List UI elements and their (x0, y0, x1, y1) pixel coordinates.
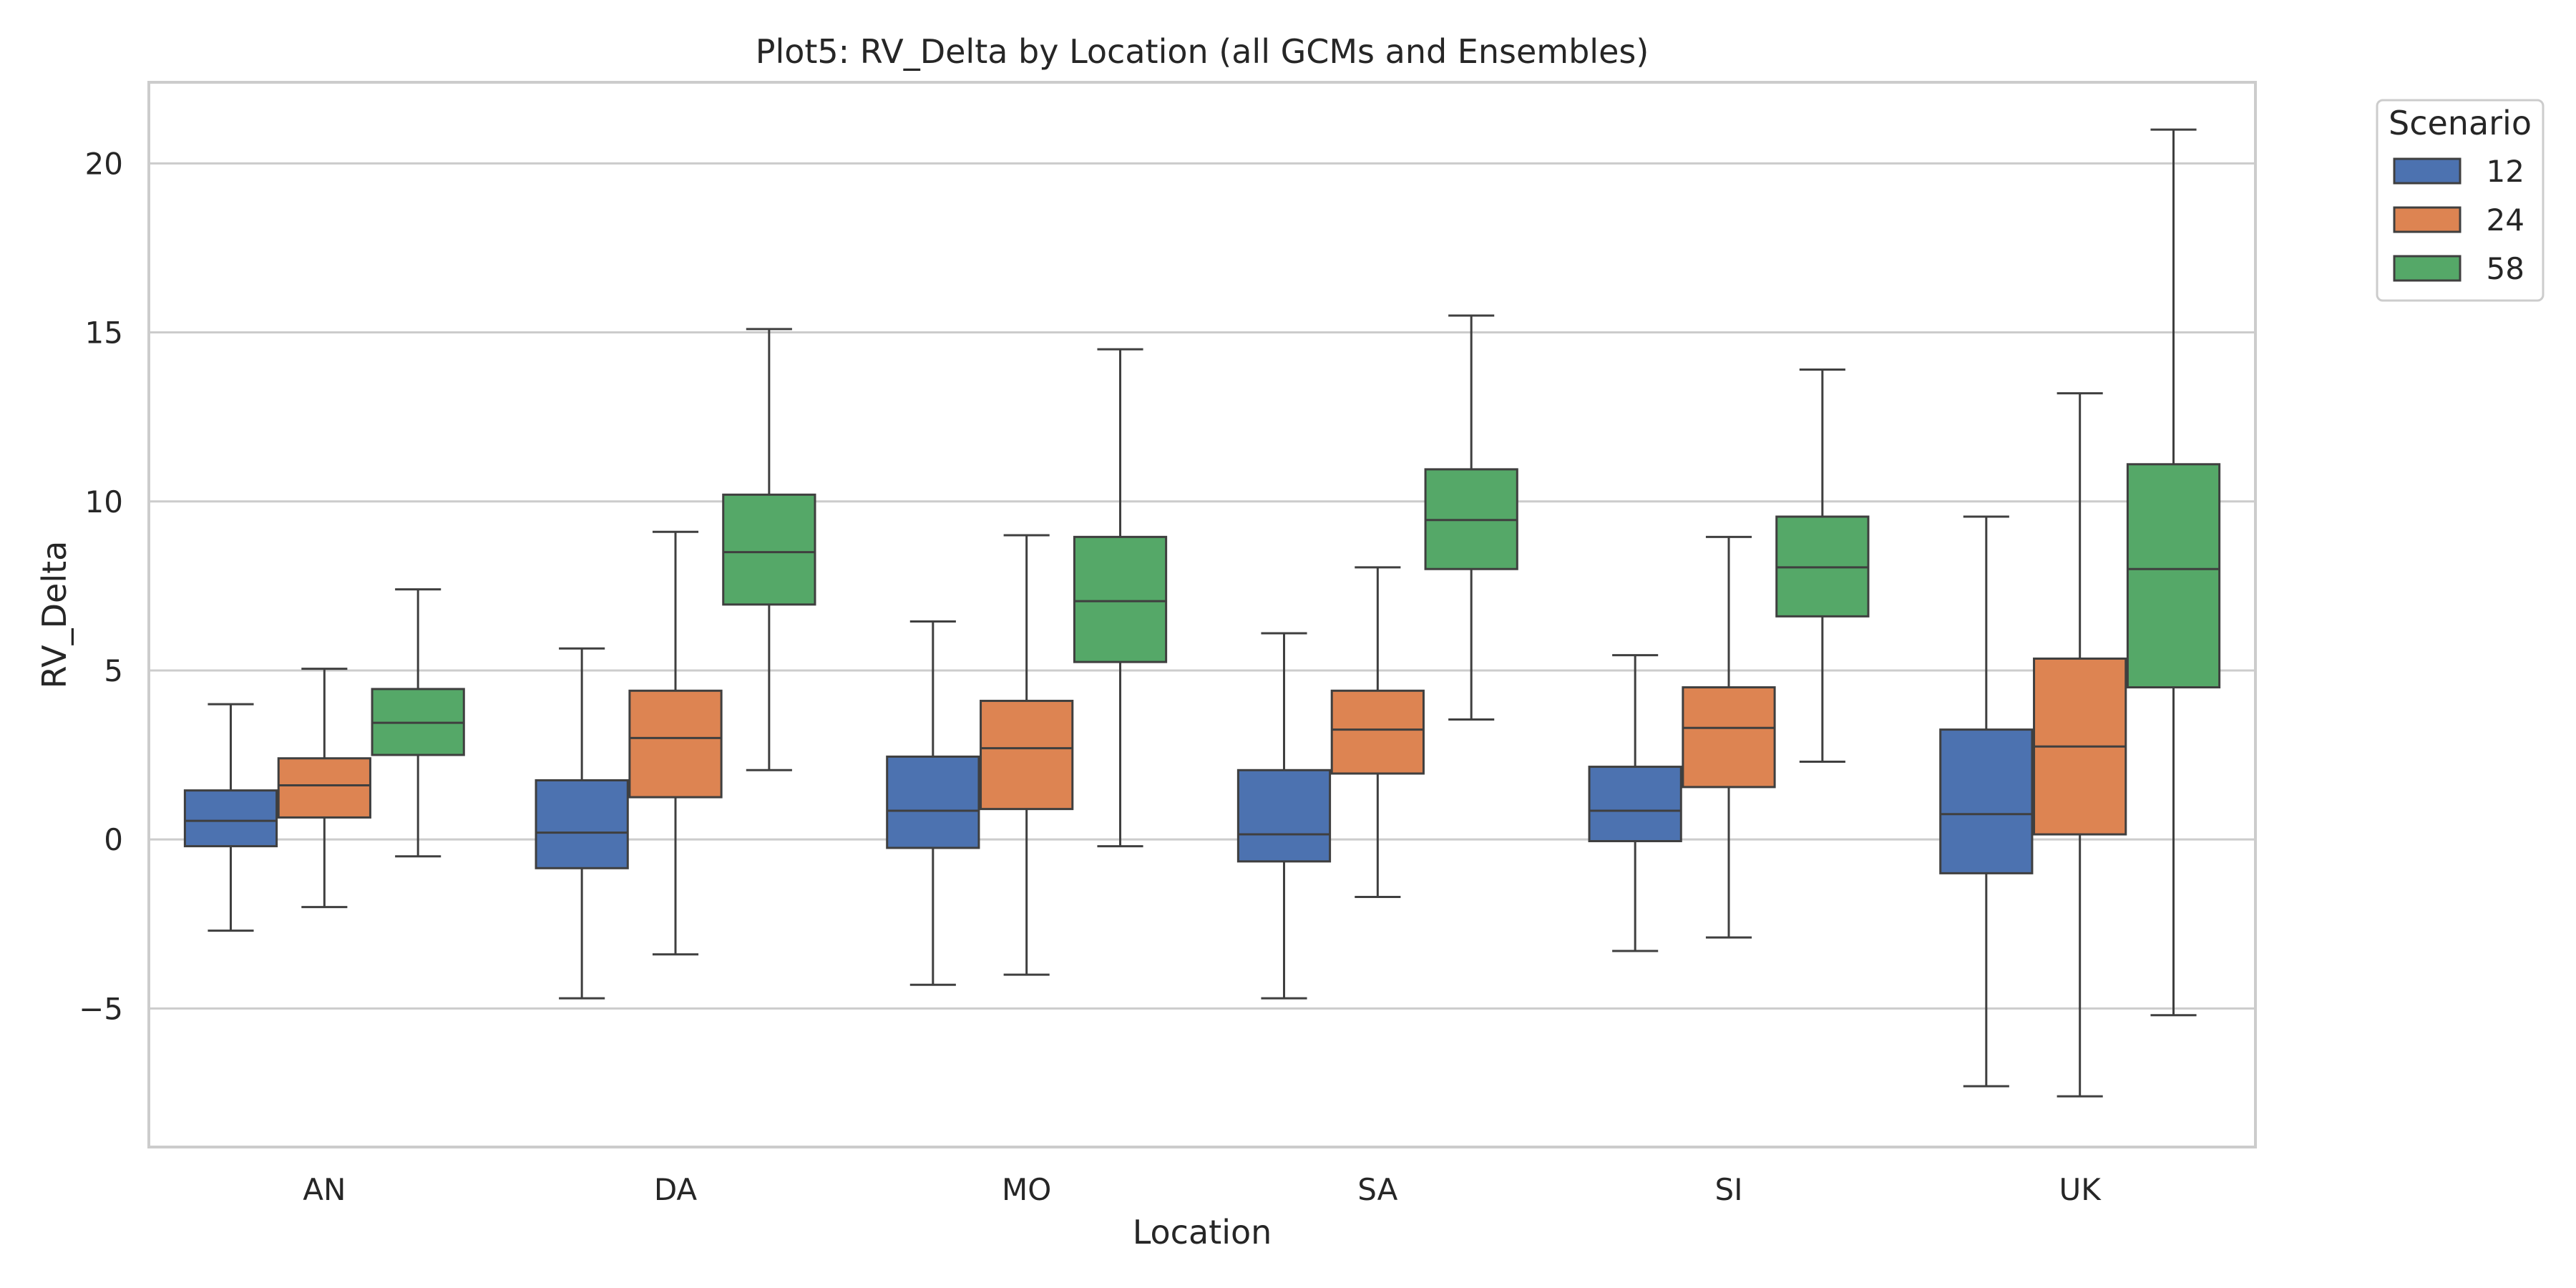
box-body (1330, 689, 1425, 775)
chart-title: Plot5: RV_Delta by Location (all GCMs an… (756, 32, 1649, 71)
legend-label: 12 (2487, 154, 2524, 189)
box-24-SI (1682, 535, 1776, 939)
box-58-SI (1775, 369, 1870, 763)
box-58-DA (722, 328, 816, 771)
box-body (886, 755, 980, 849)
x-tick-label: DA (654, 1172, 698, 1207)
legend-title: Scenario (2389, 104, 2532, 142)
x-tick-label: MO (1002, 1172, 1051, 1207)
x-tick-label: SA (1357, 1172, 1397, 1207)
box-body (722, 493, 816, 606)
y-tick-label: 20 (85, 146, 123, 181)
box-12-UK (1939, 515, 2034, 1088)
x-tick-label: UK (2059, 1172, 2102, 1207)
box-12-SI (1588, 654, 1682, 952)
box-body (1073, 535, 1168, 663)
box-24-DA (628, 530, 723, 956)
x-axis-ticks: AN DA MO SA SI UK (303, 1172, 2102, 1207)
box-58-MO (1073, 348, 1168, 848)
y-axis-ticks: −5 0 5 10 15 20 (79, 146, 123, 1026)
box-body (535, 779, 629, 869)
y-tick-label: −5 (79, 991, 123, 1026)
box-58-SA (1424, 314, 1518, 721)
box-body (1682, 686, 1776, 789)
legend-swatch (2393, 255, 2462, 282)
legend-entries: 12 24 58 (2393, 154, 2524, 286)
legend-swatch (2393, 206, 2462, 233)
x-axis-label: Location (1133, 1213, 1272, 1252)
box-58-AN (371, 588, 465, 858)
box-24-MO (980, 534, 1074, 976)
box-24-AN (277, 668, 371, 909)
legend-label: 58 (2487, 251, 2524, 286)
x-tick-label: AN (303, 1172, 346, 1207)
plot-frame (147, 81, 2257, 1148)
y-tick-label: 10 (85, 484, 123, 519)
box-body (183, 789, 278, 848)
x-tick-label: SI (1714, 1172, 1742, 1207)
legend-swatch (2393, 157, 2462, 185)
box-24-SA (1330, 566, 1425, 898)
box-plots (183, 128, 2221, 1098)
box-12-MO (886, 620, 980, 986)
box-24-UK (2033, 392, 2127, 1098)
box-body (1939, 728, 2034, 874)
legend-frame (2376, 99, 2545, 302)
gridlines (149, 162, 2255, 1010)
box-12-AN (183, 703, 278, 932)
y-tick-label: 0 (104, 822, 123, 857)
box-body (628, 689, 723, 799)
legend: Scenario 12 24 58 (2376, 99, 2545, 302)
box-12-DA (535, 647, 629, 1000)
box-body (1588, 766, 1682, 842)
box-body (1236, 769, 1332, 863)
y-tick-label: 15 (85, 316, 123, 351)
box-body (980, 699, 1074, 811)
y-axis-label: RV_Delta (35, 541, 74, 689)
box-58-UK (2126, 128, 2221, 1017)
box-body (277, 757, 371, 819)
box-12-SA (1236, 632, 1332, 1000)
y-tick-label: 5 (104, 653, 123, 688)
box-body (2126, 463, 2221, 689)
legend-label: 24 (2487, 203, 2524, 238)
